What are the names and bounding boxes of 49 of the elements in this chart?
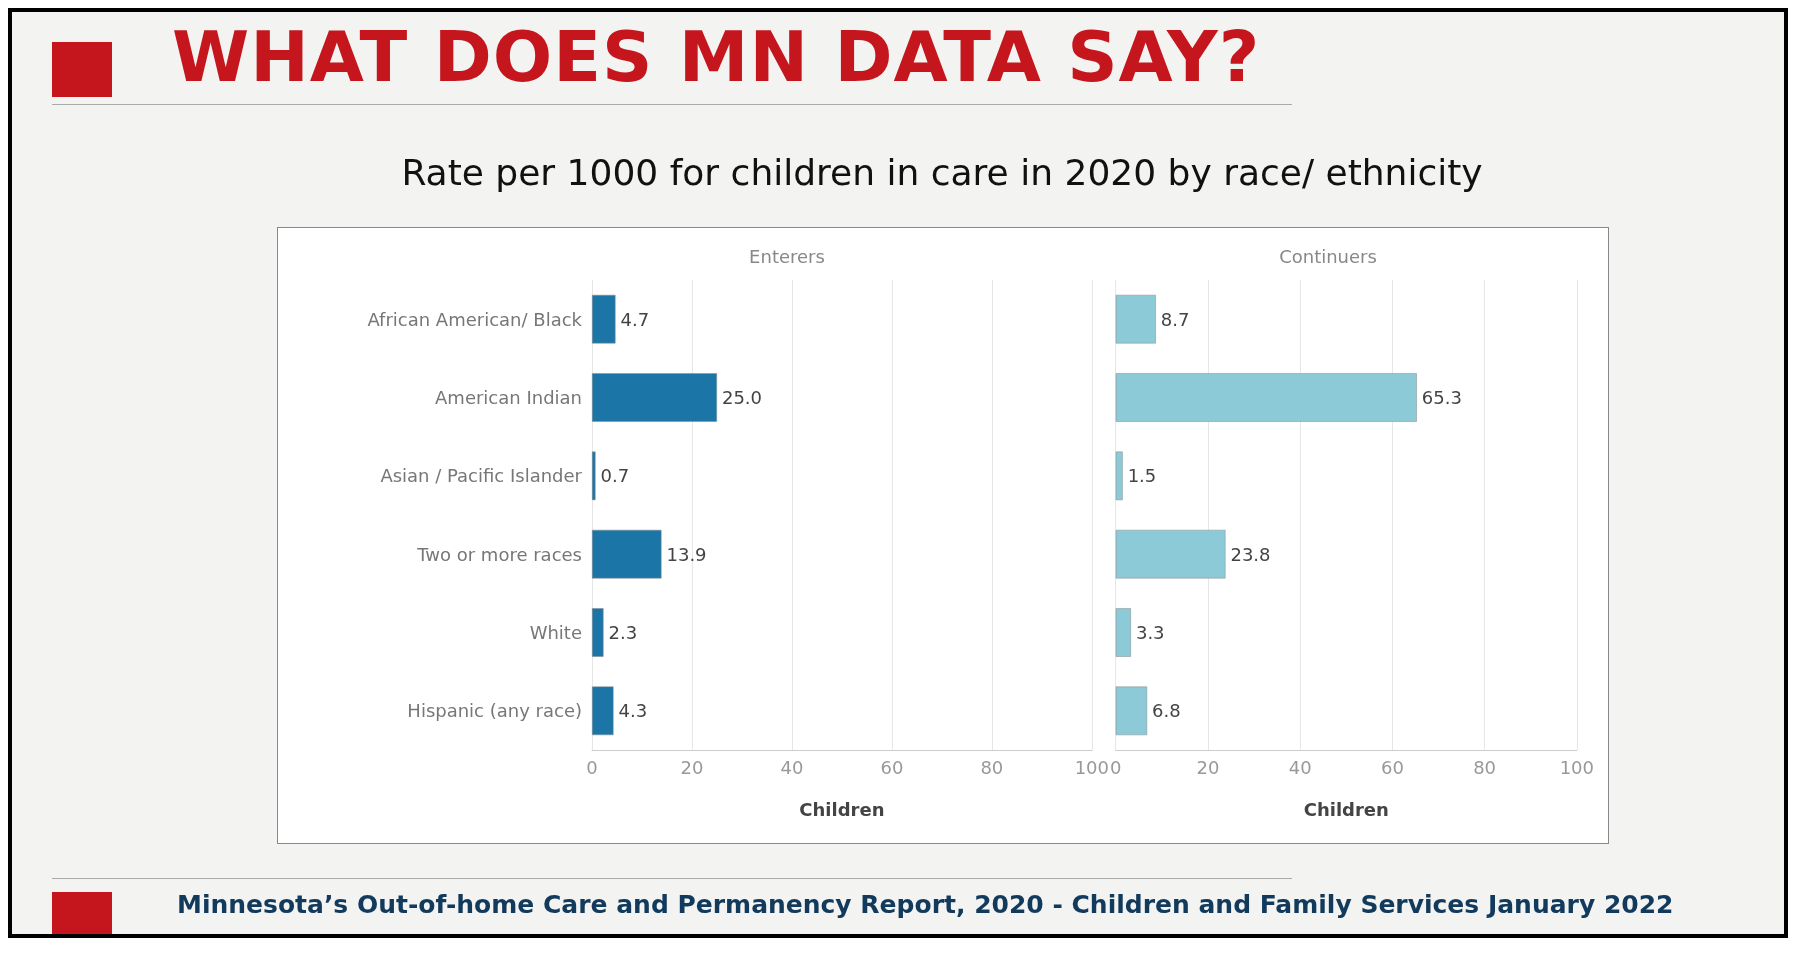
data-label: 25.0 [721,387,763,408]
bar [592,451,596,501]
data-label: 0.7 [600,465,630,487]
data-label: 4.7 [620,308,650,330]
x-axis-title: Children [799,798,885,820]
bar [592,373,717,422]
text: WHAT DOES MN DATA SAY? [172,16,1261,98]
x-tick-label: 60 [880,756,904,778]
x-tick-label: 0 [1110,756,1122,778]
data-label: 2.3 [608,622,638,643]
x-tick-label: 80 [980,756,1004,778]
bar [592,294,616,344]
x-tick-label: 100 [1559,756,1594,778]
bar [1115,294,1156,344]
bar [1115,373,1417,422]
data-label: 65.3 [1421,387,1462,408]
x-tick-label: 100 [1074,756,1109,778]
x-tick-label: 60 [1380,756,1404,778]
bar [1115,686,1148,736]
x-tick-label: 20 [1196,756,1220,778]
x-tick-label: 0 [586,756,598,778]
x-axis-title: Children [1303,798,1389,820]
x-tick-label: 20 [680,756,704,778]
bar [592,529,662,579]
data-label: 1.5 [1127,465,1157,487]
bar [1115,529,1226,579]
data-label: 3.3 [1135,622,1165,643]
bar [1115,451,1123,501]
chart-title: Continuers [1279,245,1377,267]
bar [592,686,614,736]
bar [1115,608,1131,657]
data-label: 6.8 [1152,700,1181,722]
y-tick-label: African American/ Black [367,308,583,330]
y-tick-label: Hispanic (any race) [407,700,582,722]
bar [592,608,604,657]
data-label: 13.9 [666,543,707,565]
data-label: 23.8 [1230,543,1271,565]
chart-title: Enterers [749,245,825,267]
y-tick-label: White [529,622,582,643]
x-tick-label: 40 [780,756,804,778]
x-tick-label: 40 [1288,756,1312,778]
data-label: 4.3 [618,700,648,722]
y-tick-label: Asian / Pacific Islander [380,465,583,487]
text: Minnesota’s Out-of-home Care and Permanency Report, 2020 - Children and Family Services January 2022 [177,890,1674,919]
y-tick-label: American Indian [435,387,582,408]
text: Rate per 1000 for children in care in 2020 by race/ ethnicity [400,152,1484,193]
data-label: 8.7 [1160,308,1190,330]
y-tick-label: Two or more races [416,543,582,565]
x-tick-label: 80 [1473,756,1497,778]
